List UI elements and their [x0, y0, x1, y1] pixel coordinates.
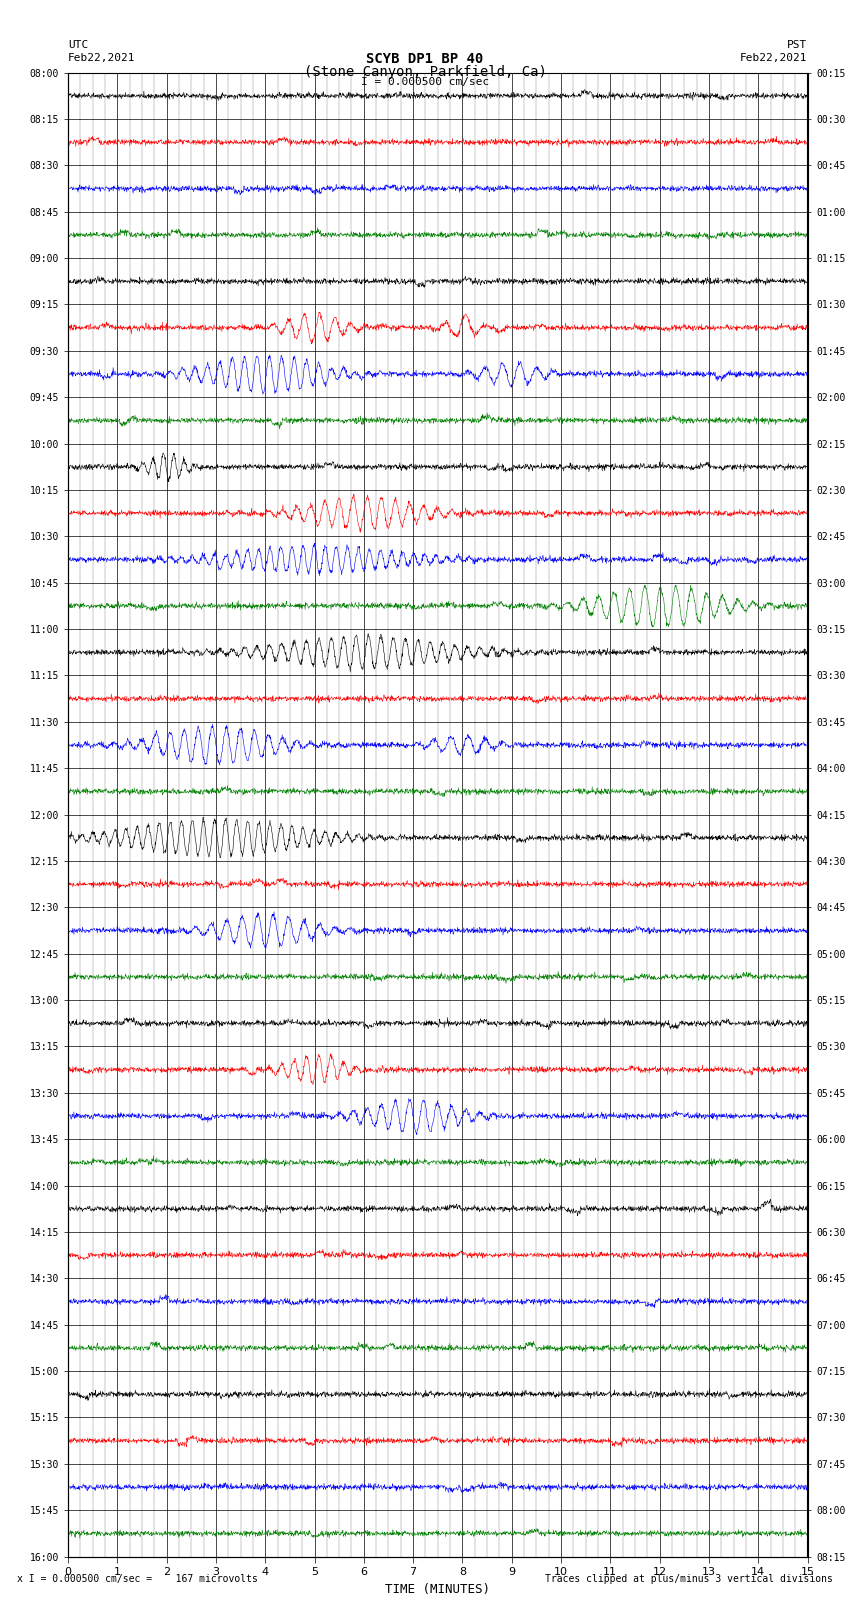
- Text: Feb22,2021: Feb22,2021: [68, 53, 135, 63]
- Text: Traces clipped at plus/minus 3 vertical divisions: Traces clipped at plus/minus 3 vertical …: [545, 1574, 833, 1584]
- Text: SCYB DP1 BP 40: SCYB DP1 BP 40: [366, 52, 484, 66]
- X-axis label: TIME (MINUTES): TIME (MINUTES): [385, 1582, 490, 1595]
- Text: Feb22,2021: Feb22,2021: [740, 53, 808, 63]
- Text: x I = 0.000500 cm/sec =    167 microvolts: x I = 0.000500 cm/sec = 167 microvolts: [17, 1574, 258, 1584]
- Text: UTC: UTC: [68, 40, 88, 50]
- Text: PST: PST: [787, 40, 808, 50]
- Text: I = 0.000500 cm/sec: I = 0.000500 cm/sec: [361, 77, 489, 87]
- Text: (Stone Canyon, Parkfield, Ca): (Stone Canyon, Parkfield, Ca): [303, 65, 547, 79]
